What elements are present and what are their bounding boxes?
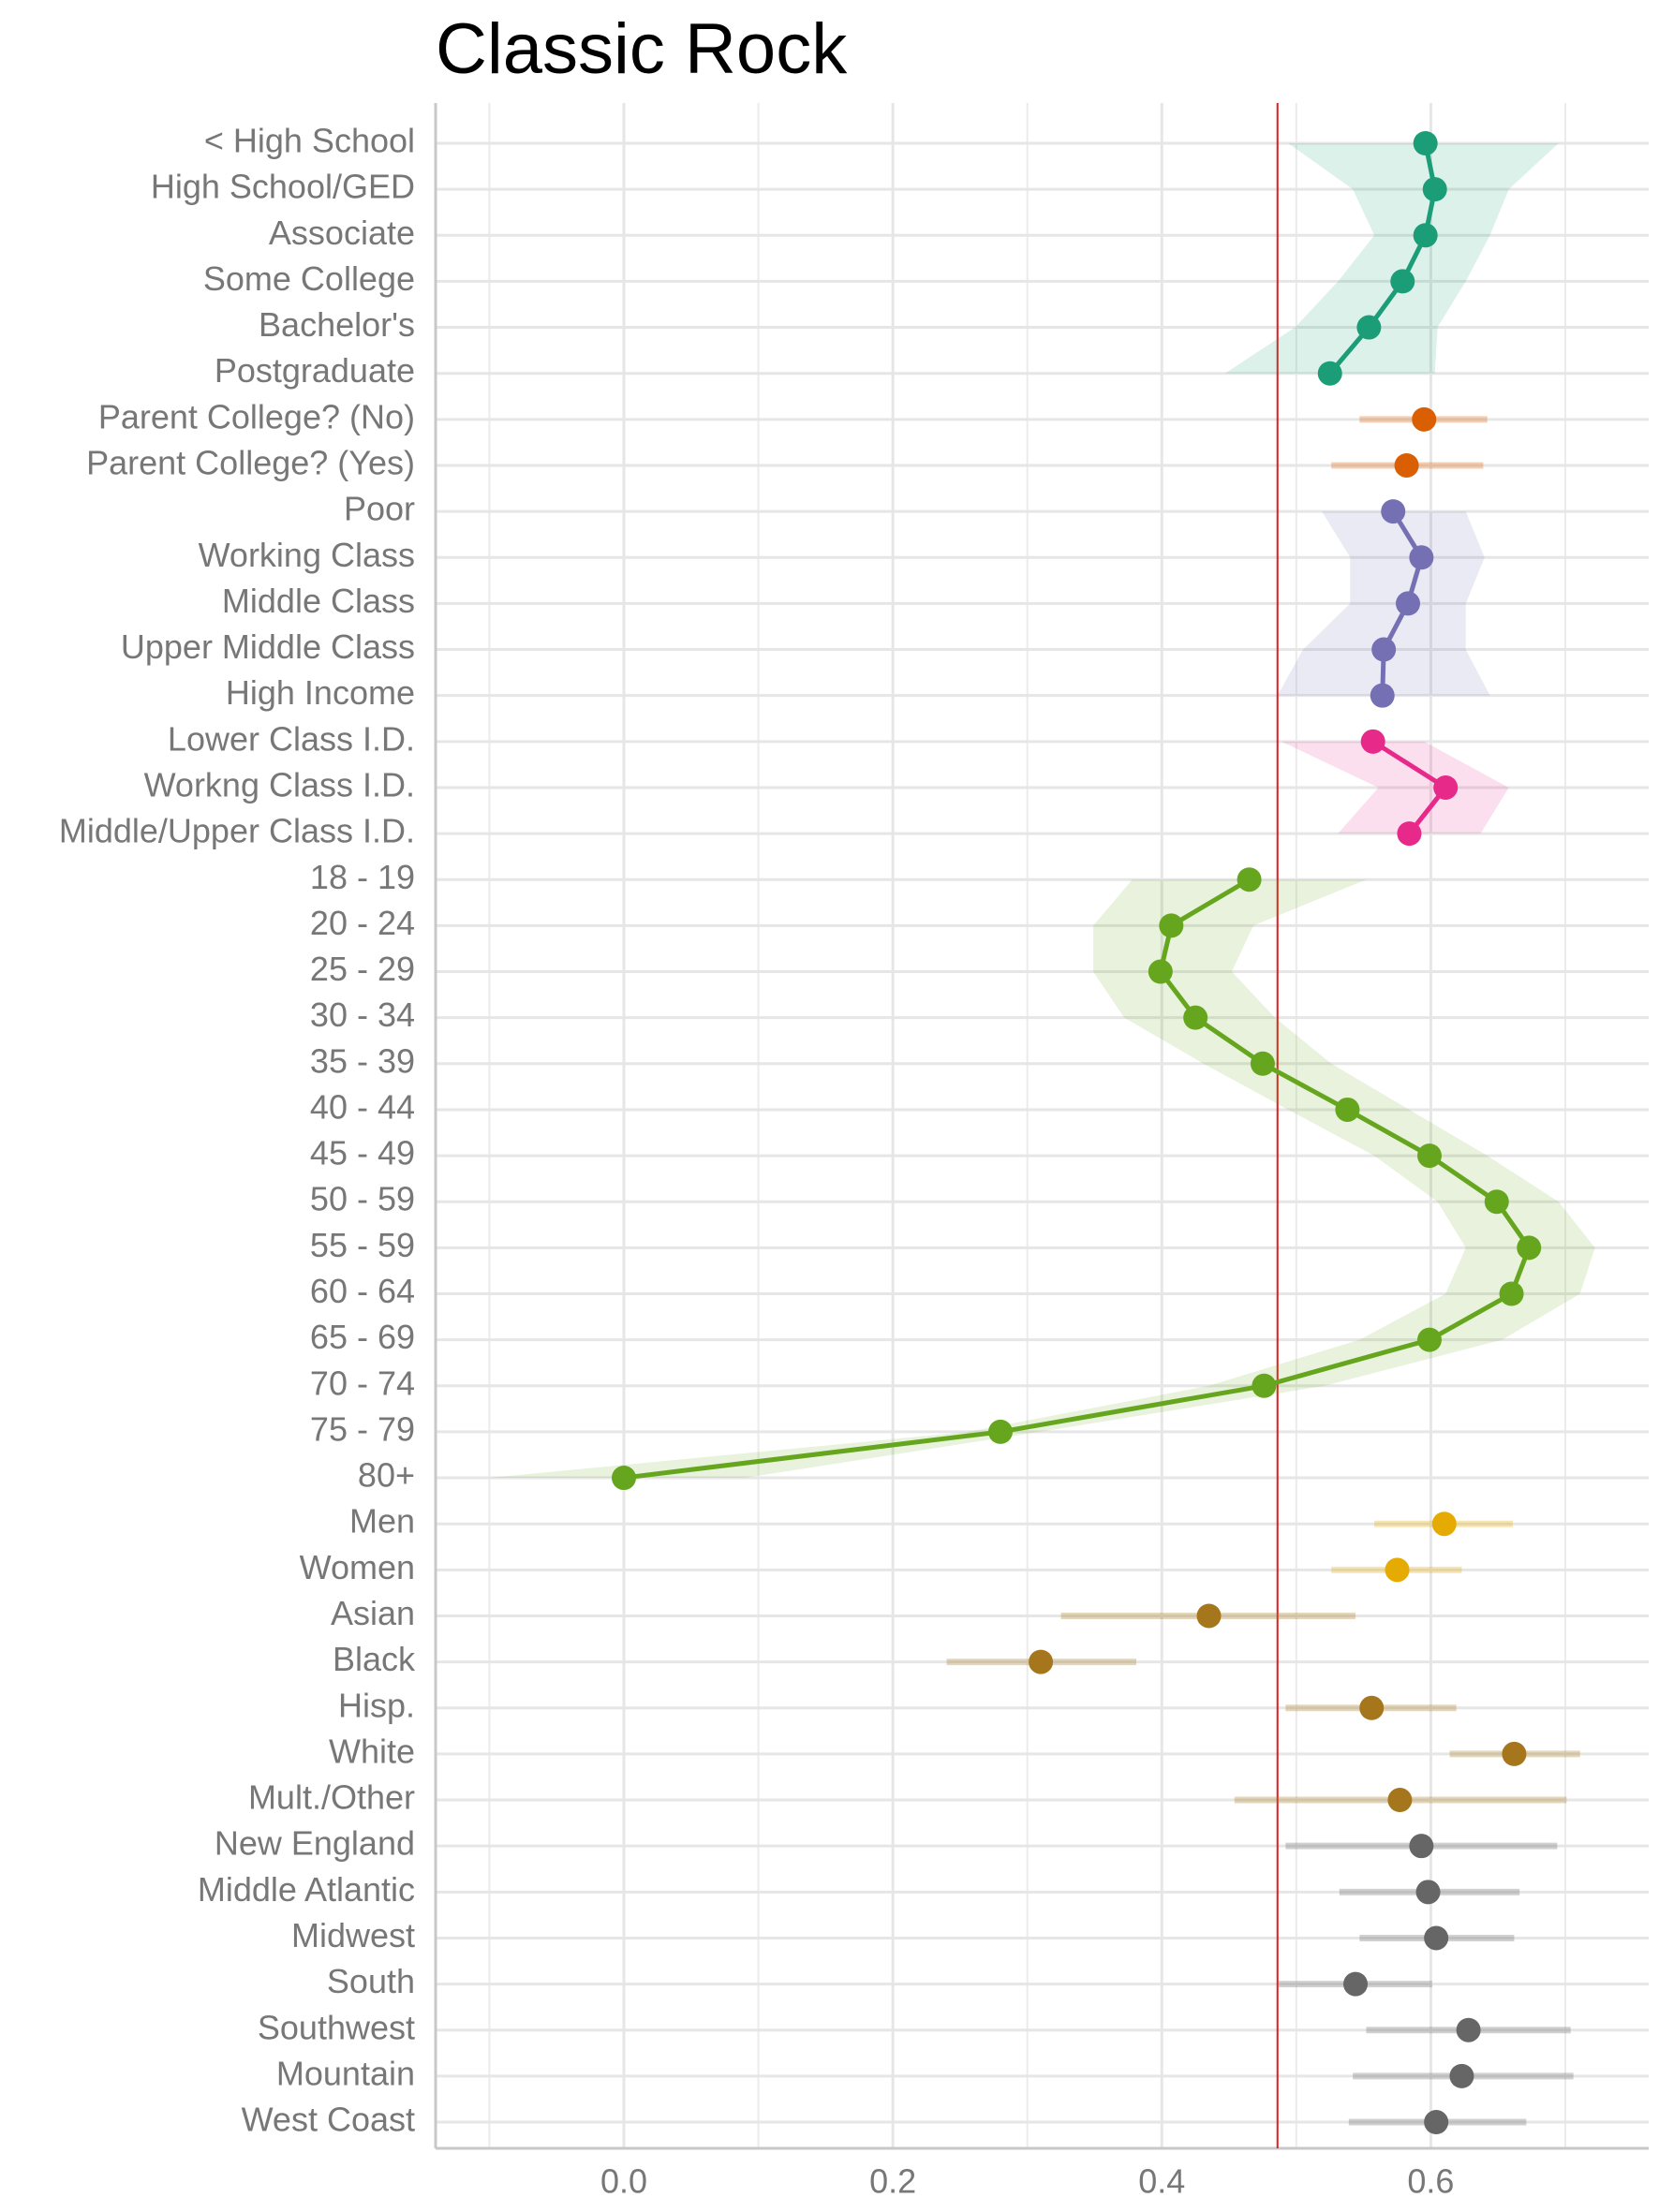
point	[1409, 545, 1434, 570]
y-tick-label: Black	[333, 1640, 416, 1678]
point	[1415, 1880, 1441, 1905]
y-tick-label: High School/GED	[151, 168, 415, 206]
point	[1456, 2017, 1481, 2042]
x-tick-label: 0.2	[869, 2162, 916, 2201]
point	[1237, 867, 1262, 892]
y-tick-label: Postgraduate	[215, 351, 415, 390]
y-tick-label: < High School	[204, 122, 415, 160]
y-tick-label: Women	[300, 1548, 415, 1586]
chart-title: Classic Rock	[436, 9, 848, 89]
point	[1359, 1695, 1385, 1720]
y-tick-label: Middle Class	[222, 582, 415, 620]
y-tick-label: 35 - 39	[310, 1041, 415, 1080]
confidence-band	[1281, 741, 1509, 834]
y-tick-label: 80+	[358, 1456, 415, 1495]
y-tick-label: New England	[215, 1824, 415, 1863]
point	[1484, 1189, 1509, 1215]
y-tick-label: Mult./Other	[248, 1778, 415, 1817]
point	[1422, 177, 1447, 202]
y-tick-label: West Coast	[242, 2101, 415, 2139]
point	[1252, 1373, 1277, 1398]
confidence-band	[489, 879, 1595, 1479]
point	[1390, 269, 1415, 294]
point	[1387, 1788, 1413, 1813]
y-tick-label: Associate	[269, 214, 415, 252]
x-tick-label: 0.6	[1407, 2162, 1454, 2201]
point	[1412, 406, 1437, 432]
y-tick-label: 25 - 29	[310, 950, 415, 988]
point	[1385, 1557, 1410, 1583]
y-tick-label: Parent College? (No)	[98, 397, 415, 435]
y-tick-label: 70 - 74	[310, 1364, 415, 1402]
y-tick-label: High Income	[226, 673, 415, 712]
y-tick-label: Bachelor's	[259, 305, 415, 344]
point	[1413, 223, 1438, 248]
point	[1371, 637, 1397, 662]
y-tick-label: Lower Class I.D.	[168, 719, 415, 758]
y-tick-label: 30 - 34	[310, 995, 415, 1034]
y-tick-label: Mountain	[276, 2054, 415, 2092]
y-tick-label: Workng Class I.D.	[144, 765, 415, 804]
point	[1517, 1235, 1542, 1261]
y-tick-label: Asian	[331, 1594, 415, 1632]
y-tick-label: 75 - 79	[310, 1409, 415, 1448]
point	[1409, 1834, 1434, 1859]
y-tick-label: 55 - 59	[310, 1226, 415, 1264]
point	[1250, 1051, 1275, 1076]
point	[1196, 1603, 1222, 1629]
point	[1396, 591, 1421, 616]
point	[1335, 1097, 1360, 1122]
point	[1159, 913, 1184, 938]
point	[1394, 452, 1419, 478]
point	[1343, 1971, 1369, 1997]
point	[1416, 1143, 1442, 1169]
point	[1416, 1327, 1442, 1352]
y-tick-label: 45 - 49	[310, 1134, 415, 1172]
y-tick-label: Upper Middle Class	[121, 627, 415, 666]
y-tick-label: 50 - 59	[310, 1180, 415, 1218]
x-tick-label: 0.4	[1138, 2162, 1185, 2201]
y-tick-label: 65 - 69	[310, 1318, 415, 1356]
point	[1424, 1925, 1449, 1951]
y-tick-label: White	[329, 1732, 415, 1770]
point	[1360, 729, 1385, 754]
y-tick-label: Parent College? (Yes)	[86, 443, 415, 481]
point	[1502, 1741, 1527, 1766]
point	[1424, 2110, 1449, 2135]
point	[1413, 131, 1438, 155]
y-tick-label: South	[327, 1962, 415, 2000]
series-line	[623, 877, 1533, 1481]
confidence-band	[1224, 143, 1559, 374]
point	[1433, 774, 1459, 800]
point	[1029, 1649, 1054, 1674]
y-tick-label: Poor	[344, 490, 415, 528]
y-tick-label: Midwest	[291, 1916, 415, 1954]
point	[1499, 1281, 1524, 1306]
y-tick-label: Southwest	[258, 2008, 415, 2046]
point	[1397, 821, 1422, 847]
x-tick-label: 0.0	[600, 2162, 647, 2201]
y-tick-label: 60 - 64	[310, 1272, 415, 1310]
point	[1356, 315, 1382, 340]
point	[1449, 2063, 1474, 2088]
point	[1317, 361, 1342, 386]
point	[1431, 1512, 1457, 1537]
point	[1183, 1005, 1208, 1030]
point	[987, 1419, 1013, 1444]
y-tick-label: 20 - 24	[310, 904, 415, 942]
confidence-band	[1277, 511, 1490, 696]
y-tick-label: Some College	[203, 259, 415, 298]
y-tick-label: Men	[349, 1502, 415, 1541]
y-tick-label: Middle Atlantic	[198, 1870, 415, 1909]
y-tick-label: Hisp.	[338, 1686, 415, 1724]
point	[1148, 959, 1173, 984]
y-tick-label: 18 - 19	[310, 858, 415, 896]
y-tick-label: 40 - 44	[310, 1087, 415, 1126]
y-tick-label: Working Class	[199, 536, 415, 574]
point	[611, 1466, 636, 1491]
point	[1370, 683, 1395, 708]
point	[1381, 499, 1406, 524]
y-tick-label: Middle/Upper Class I.D.	[59, 812, 415, 850]
